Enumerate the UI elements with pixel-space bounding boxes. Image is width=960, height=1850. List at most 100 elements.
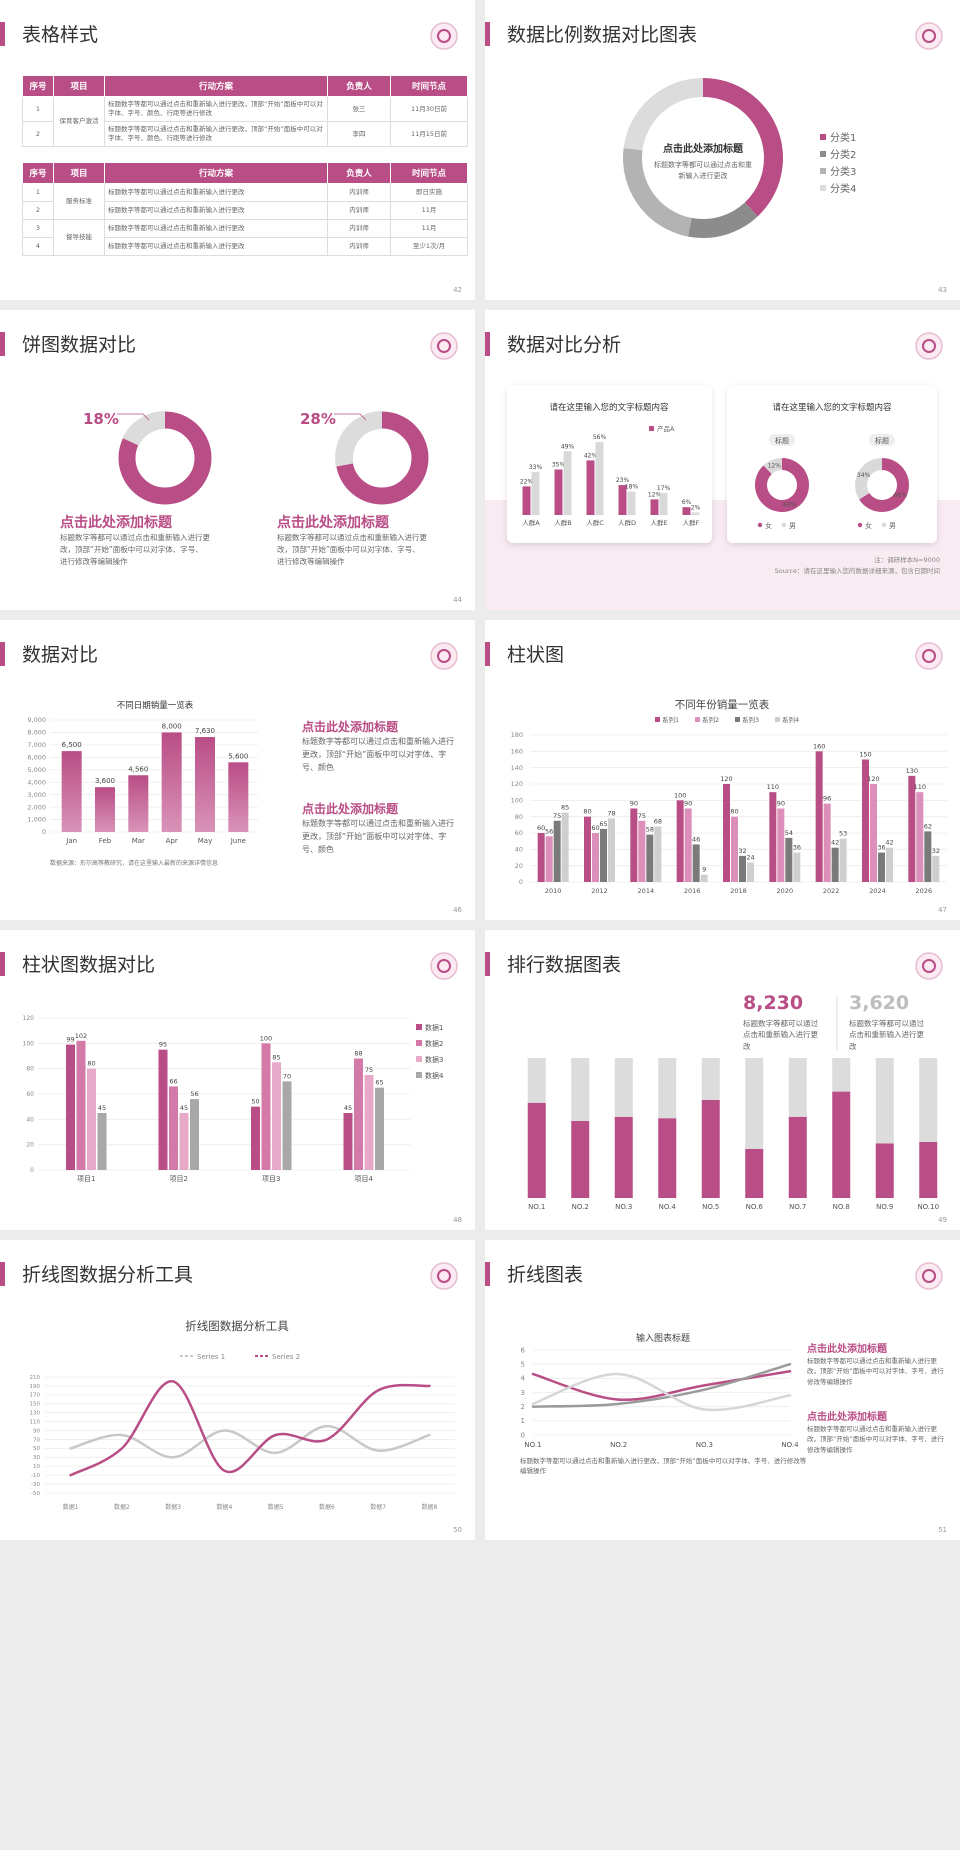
bar	[537, 833, 545, 882]
table-cell: 11月	[390, 201, 468, 220]
legend-swatch	[820, 134, 826, 140]
x-tick-label: 人群B	[554, 518, 571, 527]
header-cell: 负责人	[327, 75, 391, 97]
table-cell: 2	[22, 201, 54, 220]
bar	[870, 784, 877, 882]
logo	[915, 952, 943, 980]
value-label: 4,560	[128, 765, 148, 773]
slide-title: 柱状图数据对比	[22, 954, 155, 976]
legend-label: 分类2	[830, 148, 856, 161]
logo-core	[922, 29, 936, 43]
stat-text: 标题数字等都可以通过点击和重新输入进行更改	[849, 1019, 924, 1051]
bar	[731, 816, 738, 882]
x-tick-label: 项目2	[170, 1175, 188, 1183]
y-tick-label: 210	[30, 1375, 41, 1381]
ring-label: 66%	[894, 492, 908, 499]
ring-label: 34%	[857, 472, 871, 479]
bar	[261, 1043, 271, 1170]
value-label: 6%	[682, 499, 692, 506]
legend-label: 数据1	[425, 1023, 443, 1032]
y-tick-label: 60	[26, 1091, 34, 1098]
table-cell: 3	[22, 219, 54, 238]
table-cell: 2	[22, 121, 54, 147]
table-row: 2 标题数字等都可以通过点击和重新输入进行更改 内训师 11月	[22, 201, 468, 220]
ring-segment	[122, 411, 165, 446]
bar	[179, 1113, 189, 1170]
slide: 柱状图 47 不同年份销量一览表 系列1 系列2 系列3 系列4 0 20 40 60 80 100 12…	[485, 620, 960, 920]
value-label: 50	[251, 1098, 259, 1106]
y-tick-label: 8,000	[27, 729, 46, 737]
legend-swatch	[820, 185, 826, 191]
bar	[561, 812, 569, 882]
x-tick-label: 数据3	[165, 1503, 181, 1511]
bar	[375, 1087, 384, 1170]
table-cell: 内训师	[327, 237, 391, 256]
bar	[354, 1058, 363, 1170]
value-label: 150	[859, 751, 871, 759]
y-tick-label: 70	[33, 1437, 40, 1443]
x-tick-label: 数据2	[114, 1503, 130, 1511]
value-label: 78	[607, 809, 615, 817]
legend-swatch	[820, 151, 826, 157]
x-tick-label: 数据1	[63, 1503, 79, 1511]
donut-slice	[623, 77, 703, 151]
bar	[682, 507, 691, 515]
tag	[869, 434, 895, 446]
title-accent	[0, 642, 5, 666]
x-tick-label: 数据5	[268, 1503, 284, 1511]
x-tick-label: Jan	[65, 837, 77, 845]
value-label: 36	[877, 844, 885, 852]
table-cell: 标题数字等都可以通过点击和重新输入进行更改	[104, 183, 328, 202]
bar-segment	[527, 1102, 546, 1198]
legend-swatch	[416, 1024, 422, 1030]
page-number: 46	[453, 906, 462, 914]
y-tick-label: 90	[33, 1428, 40, 1434]
bar	[76, 1040, 86, 1170]
x-tick-label: Apr	[166, 837, 178, 845]
y-tick-label: 10	[33, 1464, 40, 1470]
block-heading: 点击此处添加标题	[807, 1344, 887, 1355]
logo	[430, 1262, 458, 1290]
value-label: 45	[98, 1104, 106, 1112]
ring-label: 18%	[83, 410, 119, 428]
legend-label: 分类4	[830, 182, 856, 195]
x-tick-label: 人群F	[683, 518, 700, 527]
x-tick-label: NO.1	[528, 1203, 545, 1211]
y-tick-label: 50	[33, 1446, 40, 1452]
x-tick-label: NO.2	[610, 1441, 627, 1449]
block-text: 标题数字等都可以通过点击和重新输入进行更改，顶部“开始”面板中可以对字体、字号、…	[302, 819, 454, 854]
value-label: 90	[777, 800, 785, 808]
tag-label: 标题	[875, 436, 889, 445]
bar	[908, 775, 916, 882]
bar-segment	[832, 1058, 851, 1092]
bar	[87, 1068, 96, 1170]
y-tick-label: 6	[521, 1346, 526, 1354]
legend-swatch	[649, 426, 654, 431]
legend-dot	[757, 522, 763, 528]
logo	[915, 1262, 943, 1290]
table-cell: 标题数字等都可以通过点击和重新输入进行更改	[104, 219, 328, 238]
table-cell: 11月15日前	[390, 121, 468, 147]
bar	[554, 469, 563, 515]
bar-segment	[658, 1058, 677, 1119]
value-label: 88	[354, 1050, 362, 1058]
legend-label: 系列4	[782, 715, 799, 724]
bar	[654, 826, 662, 882]
slide: 折线图数据分析工具 50 折线图数据分析工具 Series 1 Series 2 -50 -…	[0, 1240, 475, 1540]
bar	[831, 847, 839, 882]
value-label: 5,600	[228, 752, 248, 760]
bar-segment	[614, 1116, 633, 1198]
value-label: 33%	[529, 464, 543, 471]
page-number: 50	[453, 1526, 462, 1534]
table-row: 2 标题数字等都可以通过点击和重新输入进行更改，顶部“开始”面板中可以对字体、字号…	[22, 121, 468, 147]
ring-pointer	[334, 413, 367, 421]
bar	[815, 751, 823, 882]
y-tick-label: 40	[26, 1116, 34, 1123]
slide: 表格样式 42 序号 项目 行动方案 负责人 时间节点 1 保育客户激活 标题数字等都可以通过点击…	[0, 0, 475, 300]
bar-segment	[875, 1143, 894, 1198]
logo	[430, 332, 458, 360]
slide-canvas: 柱状图数据对比 48 0 20 40 60 80 100 120 项目1 99 102 80 45 项目2 9…	[0, 952, 462, 1224]
